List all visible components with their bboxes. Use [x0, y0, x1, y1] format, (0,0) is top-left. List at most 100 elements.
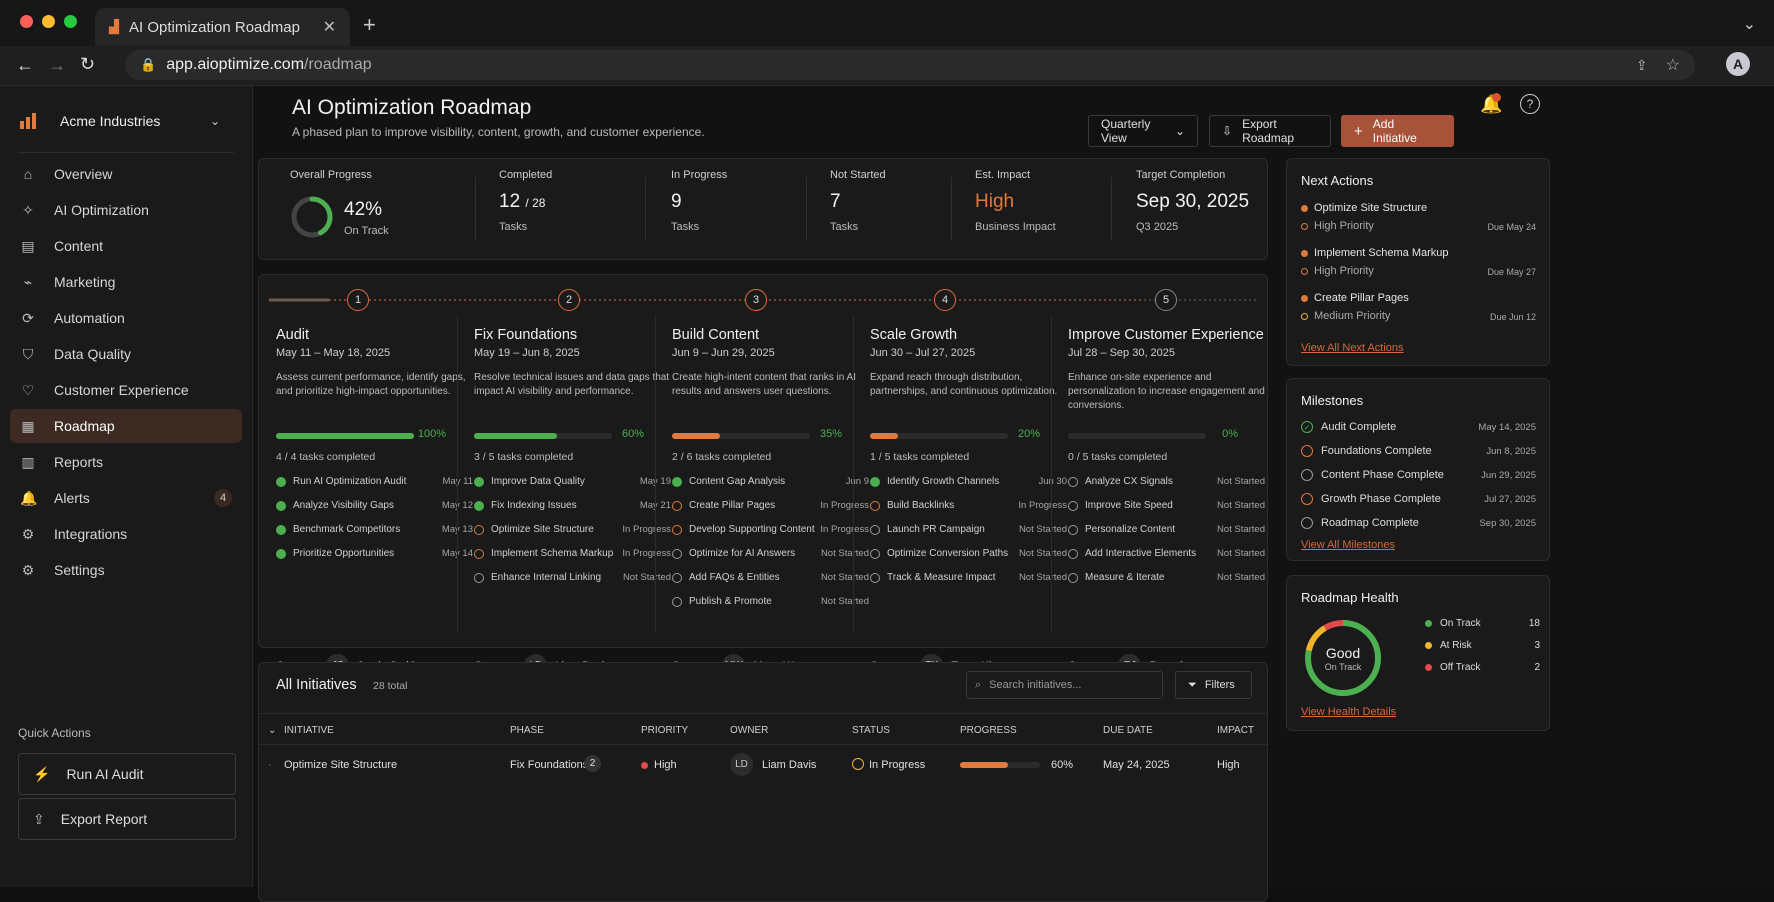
run-ai-audit-button[interactable]: ⚡ Run AI Audit	[18, 753, 236, 795]
legend-dot	[1425, 642, 1432, 649]
impact-label: Est. Impact	[975, 169, 1031, 181]
col-owner[interactable]: OWNER	[730, 725, 769, 736]
milestone-item[interactable]: ✓ Audit Complete May 14, 2025	[1301, 421, 1536, 433]
task-item[interactable]: Run AI Optimization Audit May 11	[276, 471, 473, 492]
notifications-button[interactable]: 🔔	[1480, 93, 1502, 115]
tab-list-chevron-icon[interactable]: ⌄	[1742, 16, 1756, 33]
initiatives-total: 28 total	[373, 680, 408, 692]
forward-icon[interactable]: →	[48, 55, 66, 75]
task-item[interactable]: Improve Site Speed Not Started	[1068, 495, 1265, 516]
help-icon[interactable]: ?	[1520, 94, 1540, 114]
milestone-item[interactable]: Content Phase Complete Jun 29, 2025	[1301, 469, 1536, 481]
milestone-item[interactable]: Growth Phase Complete Jul 27, 2025	[1301, 493, 1536, 505]
task-item[interactable]: Benchmark Competitors May 13	[276, 519, 473, 540]
next-action-item[interactable]: Create Pillar Pages Medium Priority Due …	[1301, 292, 1536, 322]
task-item[interactable]: Analyze Visibility Gaps May 12	[276, 495, 473, 516]
task-item[interactable]: Publish & Promote Not Started	[672, 591, 869, 612]
milestone-item[interactable]: Roadmap Complete Sep 30, 2025	[1301, 517, 1536, 529]
sidebar-item-reports[interactable]: ▥ Reports	[10, 445, 242, 479]
task-item[interactable]: Enhance Internal Linking Not Started	[474, 567, 671, 588]
task-item[interactable]: Track & Measure Impact Not Started	[870, 567, 1067, 588]
next-action-item[interactable]: Implement Schema Markup High Priority Du…	[1301, 247, 1536, 277]
task-item[interactable]: Develop Supporting Content In Progress	[672, 519, 869, 540]
url-bar[interactable]: 🔒 app.aioptimize.com/roadmap ⇪ ☆	[125, 50, 1695, 80]
task-item[interactable]: Add FAQs & Entities Not Started	[672, 567, 869, 588]
sidebar-item-alerts[interactable]: 🔔 Alerts 4	[10, 481, 242, 515]
table-row[interactable]: · Optimize Site Structure Fix Foundation…	[259, 745, 1267, 785]
sidebar-item-roadmap[interactable]: ▦ Roadmap	[10, 409, 242, 443]
col-status[interactable]: STATUS	[852, 725, 890, 736]
phase-task-count: 0 / 5 tasks completed	[1068, 451, 1168, 463]
target-label: Target Completion	[1136, 169, 1226, 181]
next-action-priority: Medium Priority	[1314, 310, 1391, 322]
task-item[interactable]: Content Gap Analysis Jun 9	[672, 471, 869, 492]
col-impact[interactable]: IMPACT	[1217, 725, 1255, 736]
bookmark-star-icon[interactable]: ☆	[1665, 57, 1680, 74]
grid-icon: ⌂	[23, 166, 33, 182]
task-item[interactable]: Add Interactive Elements Not Started	[1068, 543, 1265, 564]
view-all-milestones-link[interactable]: View All Milestones	[1301, 539, 1395, 551]
maximize-window-button[interactable]	[64, 15, 77, 28]
sidebar-item-automation[interactable]: ⟳ Automation	[10, 301, 242, 335]
filters-button[interactable]: ⏷ Filters	[1175, 671, 1252, 699]
sidebar-item-integrations[interactable]: ⚙ Integrations	[10, 517, 242, 551]
profile-avatar[interactable]: A	[1726, 52, 1750, 76]
task-item[interactable]: Implement Schema Markup In Progress	[474, 543, 671, 564]
close-window-button[interactable]	[20, 15, 33, 28]
next-action-item[interactable]: Optimize Site Structure High Priority Du…	[1301, 202, 1536, 232]
phases-card: 1 Audit May 11 – May 18, 2025 Assess curr…	[258, 274, 1268, 677]
task-item[interactable]: Prioritize Opportunities May 14	[276, 543, 473, 564]
task-status-icon	[672, 524, 682, 535]
col-initiative[interactable]: INITIATIVE	[284, 725, 334, 736]
url-path: /roadmap	[304, 56, 372, 73]
col-priority[interactable]: PRIORITY	[641, 725, 689, 736]
task-item[interactable]: Personalize Content Not Started	[1068, 519, 1265, 540]
phase-description: Enhance on-site experience and personali…	[1068, 372, 1265, 411]
task-item[interactable]: Build Backlinks In Progress	[870, 495, 1067, 516]
view-health-details-link[interactable]: View Health Details	[1301, 706, 1397, 718]
col-progress[interactable]: PROGRESS	[960, 725, 1017, 736]
milestone-item[interactable]: Foundations Complete Jun 8, 2025	[1301, 445, 1536, 457]
task-item[interactable]: Optimize for AI Answers Not Started	[672, 543, 869, 564]
browser-tab[interactable]: ▟ AI Optimization Roadmap ✕	[95, 8, 350, 46]
task-item[interactable]: Launch PR Campaign Not Started	[870, 519, 1067, 540]
task-item[interactable]: Identify Growth Channels Jun 30	[870, 471, 1067, 492]
sidebar-item-content[interactable]: ▤ Content	[10, 229, 242, 263]
sidebar-item-customer-experience[interactable]: ♡ Customer Experience	[10, 373, 242, 407]
sidebar-item-marketing[interactable]: ⌁ Marketing	[10, 265, 242, 299]
sidebar-item-settings[interactable]: ⚙ Settings	[10, 553, 242, 587]
task-item[interactable]: Optimize Site Structure In Progress	[474, 519, 671, 540]
task-title: Implement Schema Markup	[491, 548, 614, 559]
org-switcher[interactable]: Acme Industries ⌄	[0, 96, 252, 146]
col-phase[interactable]: PHASE	[510, 725, 544, 736]
task-title: Measure & Iterate	[1085, 572, 1165, 583]
export-report-button[interactable]: ⇪ Export Report	[18, 798, 236, 840]
task-item[interactable]: Optimize Conversion Paths Not Started	[870, 543, 1067, 564]
share-icon[interactable]: ⇪	[1635, 56, 1648, 73]
task-item[interactable]: Measure & Iterate Not Started	[1068, 567, 1265, 588]
task-item[interactable]: Improve Data Quality May 19	[474, 471, 671, 492]
sidebar-item-overview[interactable]: ⌂ Overview	[10, 157, 242, 191]
task-status-icon	[474, 524, 484, 535]
reload-icon[interactable]: ↻	[80, 54, 96, 74]
sidebar-item-label: Integrations	[54, 526, 128, 542]
export-roadmap-button[interactable]: ⇩ Export Roadmap	[1209, 115, 1331, 147]
task-title: Identify Growth Channels	[887, 476, 1000, 487]
new-tab-button[interactable]: +	[363, 12, 376, 37]
search-input[interactable]: ⌕ Search initiatives...	[966, 671, 1163, 699]
sidebar-item-ai-optimization[interactable]: ✧ AI Optimization	[10, 193, 242, 227]
task-title: Track & Measure Impact	[887, 572, 996, 583]
back-icon[interactable]: ←	[16, 55, 34, 75]
close-tab-icon[interactable]: ✕	[322, 19, 336, 36]
view-select[interactable]: Quarterly View ⌄	[1088, 115, 1198, 147]
task-item[interactable]: Fix Indexing Issues May 21	[474, 495, 671, 516]
add-initiative-button[interactable]: + Add Initiative	[1341, 115, 1454, 147]
minimize-window-button[interactable]	[42, 15, 55, 28]
task-meta: In Progress	[1018, 500, 1067, 511]
task-item[interactable]: Create Pillar Pages In Progress	[672, 495, 869, 516]
collapse-icon[interactable]: ⌄	[268, 725, 277, 736]
col-due-date[interactable]: DUE DATE	[1103, 725, 1153, 736]
sidebar-item-data-quality[interactable]: ⛉ Data Quality	[10, 337, 242, 371]
task-item[interactable]: Analyze CX Signals Not Started	[1068, 471, 1265, 492]
view-all-next-actions-link[interactable]: View All Next Actions	[1301, 342, 1404, 354]
